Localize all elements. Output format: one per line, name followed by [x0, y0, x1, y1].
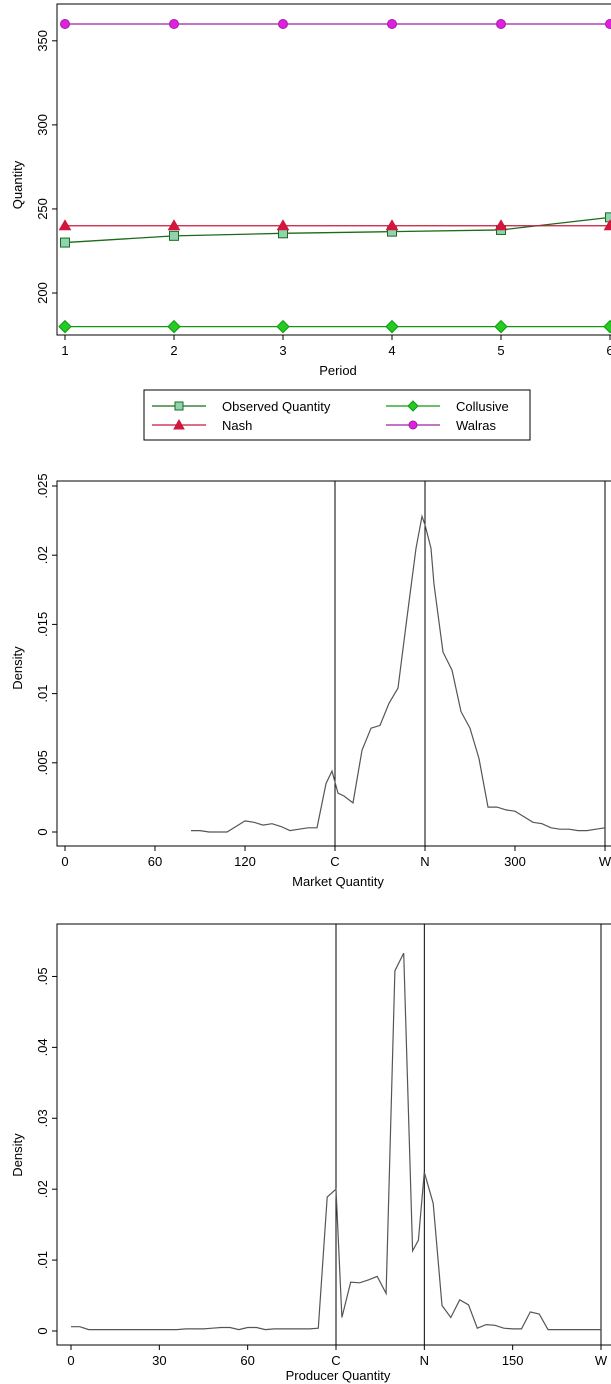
y-tick-label: .015 — [35, 612, 50, 637]
plot-frame — [56, 3, 611, 336]
y-axis-title: Quantity — [10, 160, 25, 209]
x-axis-title: Producer Quantity — [286, 1368, 391, 1383]
y-axis: 200 250 300 350 — [35, 30, 57, 304]
marker-observed-quantity — [169, 230, 179, 241]
series-line-observed-quantity — [64, 216, 611, 244]
marker-nash — [167, 219, 181, 231]
legend-triangle-marker — [173, 418, 185, 430]
y-tick-label: 0 — [35, 828, 50, 835]
x-tick-label: 30 — [152, 1353, 166, 1368]
reference-lines — [334, 481, 606, 846]
x-tick-label: 6 — [606, 343, 611, 358]
x-tick-label: 0 — [67, 1353, 74, 1368]
marker-walras — [387, 19, 397, 29]
marker-collusive — [385, 319, 399, 334]
plot-frame — [56, 923, 611, 1346]
y-tick-label: .05 — [35, 967, 50, 985]
legend-item-observed-quantity: Observed Quantity — [152, 399, 331, 414]
legend-square-marker — [174, 401, 184, 411]
x-axis: 0 30 60 C N 150 W — [67, 1345, 608, 1368]
legend-label: Collusive — [456, 399, 509, 414]
y-tick-label: .03 — [35, 1109, 50, 1127]
x-tick-label: 2 — [170, 343, 177, 358]
marker-nash — [494, 219, 508, 231]
legend-circle-marker — [408, 420, 418, 430]
marker-walras — [605, 19, 611, 29]
y-tick-label: .04 — [35, 1038, 50, 1056]
x-tick-label: 120 — [234, 854, 256, 869]
y-axis: 0 .01 .02 .03 .04 .05 — [35, 967, 57, 1335]
x-tick-label: C — [330, 854, 339, 869]
y-tick-label: .005 — [35, 750, 50, 775]
legend: Observed Quantity Nash Collusive Walras — [143, 389, 531, 441]
y-tick-label: 250 — [35, 198, 50, 220]
y-axis-title: Density — [10, 1133, 25, 1177]
y-tick-label: .02 — [35, 546, 50, 564]
reference-lines — [335, 924, 602, 1345]
x-tick-label: 1 — [61, 343, 68, 358]
marker-observed-quantity — [60, 237, 70, 248]
x-tick-label: 300 — [504, 854, 526, 869]
quantity-by-period-chart: 1 2 3 4 5 6 200 250 300 350 Period Quantity Obse… — [10, 3, 611, 441]
marker-nash — [603, 219, 611, 231]
legend-item-collusive: Collusive — [386, 399, 509, 414]
x-tick-label: 0 — [61, 854, 68, 869]
marker-walras — [278, 19, 288, 29]
y-tick-label: 300 — [35, 114, 50, 136]
x-axis: 0 60 120 C N 300 W — [61, 846, 611, 869]
x-axis-title: Period — [319, 363, 357, 378]
y-tick-label: 350 — [35, 30, 50, 52]
legend-item-walras: Walras — [386, 418, 496, 433]
x-axis: 1 2 3 4 5 6 — [61, 335, 611, 358]
y-tick-label: 0 — [35, 1327, 50, 1334]
legend-label: Nash — [222, 418, 252, 433]
x-tick-label: W — [595, 1353, 608, 1368]
marker-nash — [276, 219, 290, 231]
producer-quantity-density-chart: 0 30 60 C N 150 W 0 .01 .02 .03 .04 .05 Producer Qu… — [10, 923, 611, 1383]
marker-collusive — [494, 319, 508, 334]
legend-diamond-marker — [407, 400, 419, 412]
x-axis-title: Market Quantity — [292, 874, 384, 889]
marker-walras — [169, 19, 179, 29]
series-group — [58, 19, 611, 334]
marker-collusive — [167, 319, 181, 334]
x-tick-label: W — [599, 854, 611, 869]
plot-frame — [56, 480, 611, 847]
legend-box — [143, 389, 531, 441]
y-tick-label: .01 — [35, 685, 50, 703]
marker-walras — [496, 19, 506, 29]
x-tick-label: N — [420, 1353, 429, 1368]
y-tick-label: 200 — [35, 282, 50, 304]
density-line — [191, 514, 606, 833]
y-tick-label: .025 — [35, 473, 50, 498]
x-tick-label: 3 — [279, 343, 286, 358]
x-tick-label: 60 — [240, 1353, 254, 1368]
x-tick-label: 150 — [502, 1353, 524, 1368]
marker-collusive — [603, 319, 611, 334]
legend-label: Walras — [456, 418, 496, 433]
y-axis-title: Density — [10, 646, 25, 690]
x-tick-label: N — [420, 854, 429, 869]
x-tick-label: 4 — [388, 343, 395, 358]
legend-label: Observed Quantity — [222, 399, 331, 414]
marker-walras — [60, 19, 70, 29]
marker-collusive — [58, 319, 72, 334]
marker-nash — [385, 219, 399, 231]
marker-nash — [58, 219, 72, 231]
x-tick-label: 5 — [497, 343, 504, 358]
x-tick-label: 60 — [148, 854, 162, 869]
legend-item-nash: Nash — [152, 418, 252, 433]
marker-collusive — [276, 319, 290, 334]
market-quantity-density-chart: 0 60 120 C N 300 W 0 .005 .01 .015 .02 .025 Market … — [10, 473, 611, 889]
y-tick-label: .02 — [35, 1180, 50, 1198]
y-tick-label: .01 — [35, 1251, 50, 1269]
density-line — [71, 952, 601, 1331]
x-tick-label: C — [331, 1353, 340, 1368]
y-axis: 0 .005 .01 .015 .02 .025 — [35, 473, 57, 836]
